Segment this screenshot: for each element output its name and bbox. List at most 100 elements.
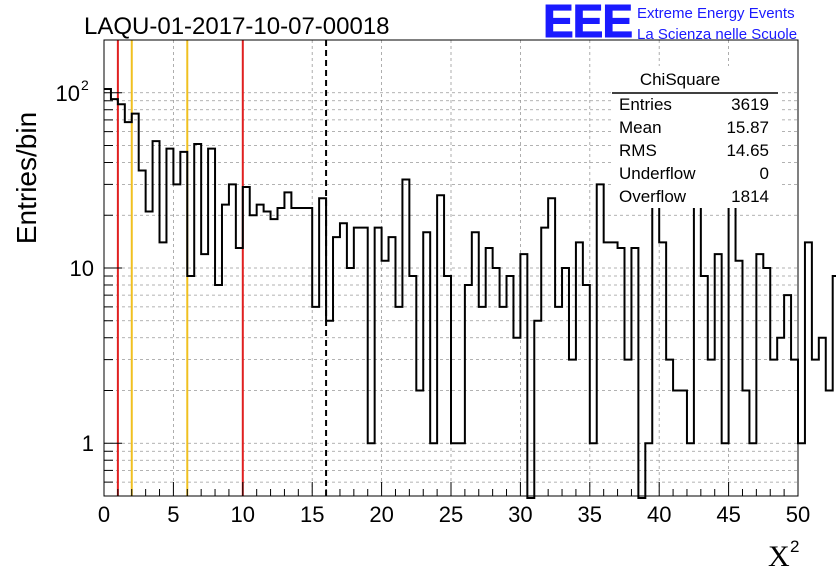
histogram-bin [812, 360, 819, 496]
histogram-bin [375, 228, 382, 496]
histogram-bin [604, 242, 611, 496]
histogram-bin [180, 152, 187, 496]
stats-row-label: Underflow [619, 164, 696, 183]
stats-row-value: 1814 [731, 187, 769, 206]
x-tick-label: 15 [300, 502, 324, 527]
histogram-bin [146, 212, 153, 496]
histogram-bin [798, 443, 805, 496]
histogram-bin [777, 338, 784, 496]
stats-row-value: 14.65 [726, 141, 769, 160]
x-tick-label: 50 [786, 502, 810, 527]
x-axis-label-sup: 2 [790, 537, 799, 556]
histogram-bin [104, 89, 111, 496]
histogram-bin [625, 360, 632, 496]
x-tick-label: 30 [508, 502, 532, 527]
histogram-bin [611, 242, 618, 496]
histogram-bin [257, 205, 264, 496]
histogram-bin [541, 228, 548, 496]
histogram-bin [298, 208, 305, 496]
histogram-bin [354, 228, 361, 496]
eee-logo-line1: Extreme Energy Events [637, 5, 795, 22]
histogram-bin [111, 99, 118, 496]
histogram-bin [229, 184, 236, 496]
histogram-bin [271, 219, 278, 496]
histogram-bin [264, 212, 271, 496]
histogram-bin [222, 205, 229, 496]
stats-row-value: 0 [760, 164, 769, 183]
stats-row-label: Mean [619, 118, 662, 137]
histogram-bin [132, 114, 139, 496]
histogram-bin [749, 443, 756, 496]
histogram-bin [479, 307, 486, 496]
histogram-bin [236, 248, 243, 496]
histogram-bin [784, 295, 791, 496]
histogram-bin [742, 390, 749, 496]
eee-logo-letters: EEE [543, 0, 632, 47]
stats-row-label: RMS [619, 141, 657, 160]
histogram-bin [451, 443, 458, 496]
histogram-bin [562, 268, 569, 496]
histogram-bin [416, 390, 423, 496]
histogram-bin [708, 360, 715, 496]
histogram-bin [631, 248, 638, 496]
histogram-bin [666, 360, 673, 496]
histogram-bin [361, 228, 368, 496]
histogram-bin [513, 338, 520, 496]
y-tick-label: 10 [56, 81, 80, 106]
histogram-bin [770, 360, 777, 496]
x-tick-label: 0 [98, 502, 110, 527]
histogram-bin [520, 254, 527, 496]
histogram-layer [104, 88, 836, 499]
y-axis-label: Entries/bin [11, 112, 42, 244]
histogram-bin [694, 192, 701, 496]
eee-logo: EEE Extreme Energy Events La Scienza nel… [543, 0, 798, 48]
histogram-bin [576, 242, 583, 496]
histogram-bin [187, 276, 194, 496]
histogram-bin [194, 144, 201, 496]
histogram-bin [680, 390, 687, 496]
histogram-bin [423, 232, 430, 496]
histogram-bin [645, 443, 652, 496]
histogram-bin [465, 285, 472, 496]
histogram-bin [333, 237, 340, 496]
histogram-bin [368, 443, 375, 496]
histogram-bin [597, 184, 604, 496]
x-tick-label: 10 [231, 502, 255, 527]
histogram-bin [166, 149, 173, 496]
histogram-bin [659, 242, 666, 496]
histogram-bin [618, 248, 625, 496]
histogram-bin [340, 223, 347, 496]
histogram-bin [715, 254, 722, 496]
stats-box-background [612, 66, 780, 208]
histogram-bin [687, 443, 694, 496]
x-axis-label-base: X [768, 540, 790, 572]
histogram-line [104, 88, 836, 499]
histogram-bin [291, 208, 298, 496]
stats-row-label: Entries [619, 95, 672, 114]
histogram-bin [201, 254, 208, 496]
histogram-bin [139, 171, 146, 496]
histogram-bin [729, 187, 736, 496]
histogram-bin [472, 232, 479, 496]
histogram-bin [430, 443, 437, 496]
histogram-bin [319, 198, 326, 496]
histogram-bin [215, 285, 222, 496]
histogram-bin [402, 179, 409, 496]
histogram-bin [125, 122, 132, 496]
histogram-bin [826, 390, 833, 496]
stats-box: ChiSquare Entries 3619 Mean 15.87 RMS 14.65 Un… [612, 66, 780, 208]
axis-ticks [103, 39, 799, 497]
stats-row-label: Overflow [619, 187, 687, 206]
histogram-bin [437, 195, 444, 496]
histogram-bin [493, 268, 500, 496]
histogram-bin [409, 276, 416, 496]
histogram-bin [160, 242, 167, 496]
histogram-bin [652, 184, 659, 496]
stats-rows: Entries 3619 Mean 15.87 RMS 14.65 Underflow 0 Ov… [619, 95, 769, 206]
x-tick-label: 25 [439, 502, 463, 527]
histogram-bin [153, 141, 160, 496]
histogram-bin [590, 443, 597, 496]
histogram-bin [791, 360, 798, 496]
x-tick-labels: 0 5 10 15 20 25 30 35 40 45 50 [98, 502, 810, 527]
